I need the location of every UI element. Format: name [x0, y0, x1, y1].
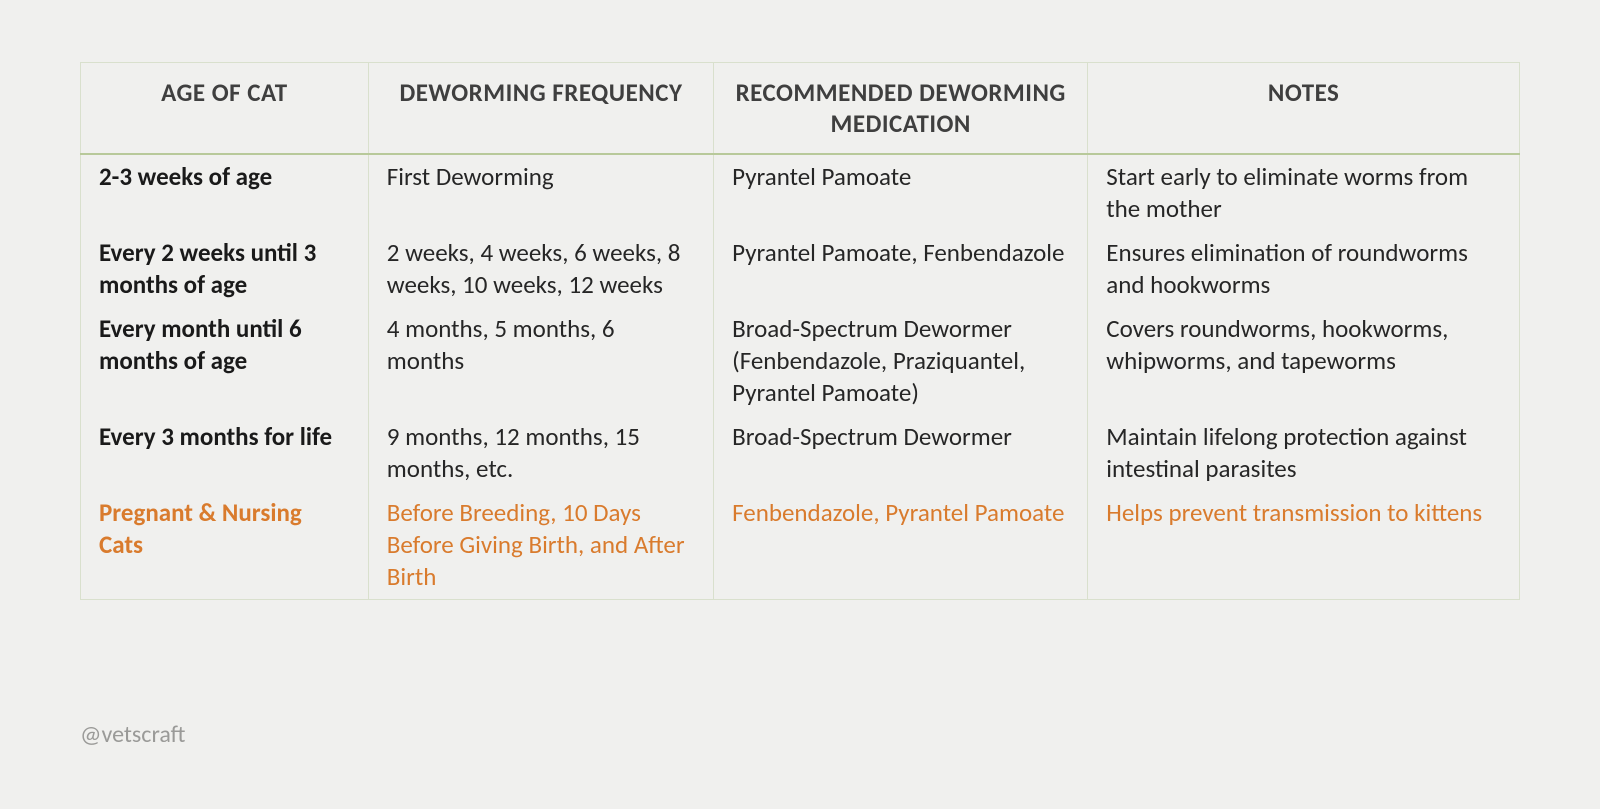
cell-medication: Pyrantel Pamoate	[714, 154, 1088, 231]
cell-notes: Helps prevent transmission to kittens	[1088, 491, 1520, 600]
cell-medication: Fenbendazole, Pyrantel Pamoate	[714, 491, 1088, 600]
col-header-age: AGE OF CAT	[81, 63, 369, 155]
cell-medication: Broad-Spectrum Dewormer	[714, 415, 1088, 491]
table-header-row: AGE OF CAT DEWORMING FREQUENCY RECOMMEND…	[81, 63, 1520, 155]
cell-frequency: 2 weeks, 4 weeks, 6 weeks, 8 weeks, 10 w…	[368, 231, 713, 307]
col-header-notes: NOTES	[1088, 63, 1520, 155]
cell-notes: Start early to eliminate worms from the …	[1088, 154, 1520, 231]
table-row: 2-3 weeks of age First Deworming Pyrante…	[81, 154, 1520, 231]
col-header-frequency: DEWORMING FREQUENCY	[368, 63, 713, 155]
table-row: Every 2 weeks until 3 months of age 2 we…	[81, 231, 1520, 307]
cell-frequency: First Deworming	[368, 154, 713, 231]
cell-age: 2-3 weeks of age	[81, 154, 369, 231]
cell-age: Every 3 months for life	[81, 415, 369, 491]
cell-age: Every 2 weeks until 3 months of age	[81, 231, 369, 307]
credit-label: @vetscraft	[80, 720, 185, 749]
page: AGE OF CAT DEWORMING FREQUENCY RECOMMEND…	[0, 0, 1600, 809]
cell-age: Pregnant & Nursing Cats	[81, 491, 369, 600]
cell-frequency: Before Breeding, 10 Days Before Giving B…	[368, 491, 713, 600]
table-row-highlight: Pregnant & Nursing Cats Before Breeding,…	[81, 491, 1520, 600]
cell-age: Every month until 6 months of age	[81, 307, 369, 415]
cell-medication: Pyrantel Pamoate, Fenbendazole	[714, 231, 1088, 307]
cell-medication: Broad-Spectrum Dewormer (Fenbendazole, P…	[714, 307, 1088, 415]
cell-frequency: 4 months, 5 months, 6 months	[368, 307, 713, 415]
table-row: Every month until 6 months of age 4 mont…	[81, 307, 1520, 415]
table-row: Every 3 months for life 9 months, 12 mon…	[81, 415, 1520, 491]
cell-notes: Covers roundworms, hookworms, whipworms,…	[1088, 307, 1520, 415]
cell-frequency: 9 months, 12 months, 15 months, etc.	[368, 415, 713, 491]
cell-notes: Maintain lifelong protection against int…	[1088, 415, 1520, 491]
deworming-table: AGE OF CAT DEWORMING FREQUENCY RECOMMEND…	[80, 62, 1520, 600]
cell-notes: Ensures elimination of roundworms and ho…	[1088, 231, 1520, 307]
col-header-medication: RECOMMENDED DEWORMING MEDICATION	[714, 63, 1088, 155]
